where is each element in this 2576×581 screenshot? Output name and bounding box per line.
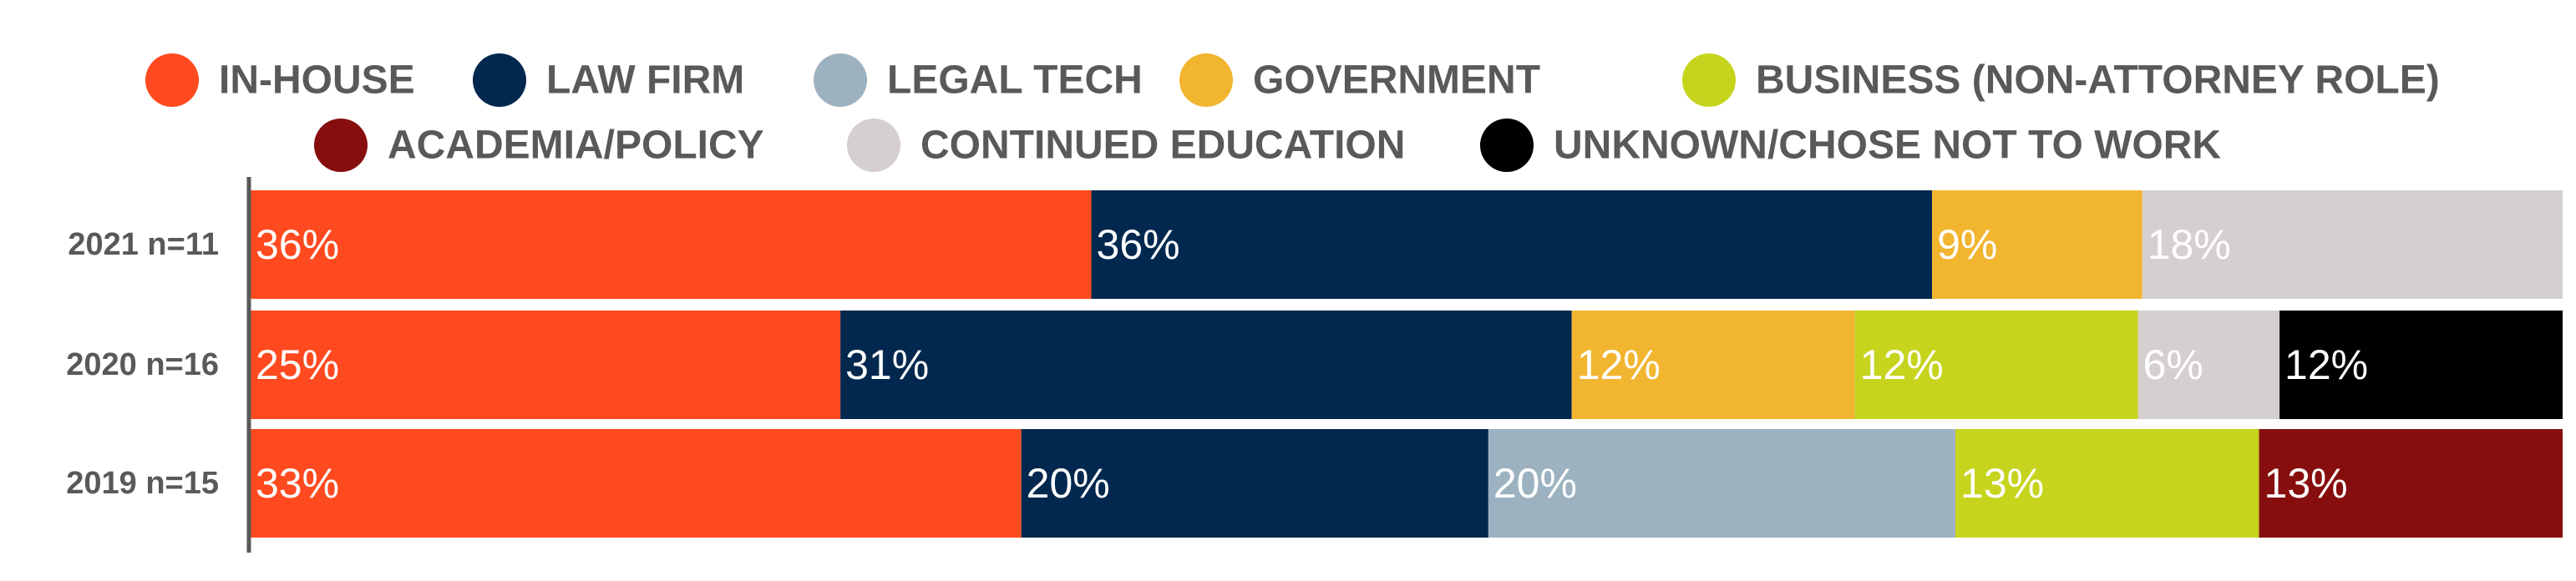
bar-segment-in-house-row-2: [251, 429, 1022, 538]
data-label-law-firm-row-1: 31%: [845, 341, 929, 388]
legend-label-government: GOVERNMENT: [1253, 58, 1540, 103]
legend-marker-government: [1179, 53, 1233, 107]
data-label-legal-tech-row-2: 20%: [1493, 460, 1577, 507]
bar-segment-business-non-attorney-role-row-2: [1955, 429, 2259, 538]
category-label-row-0: 2021 n=11: [68, 227, 219, 262]
bar-segment-academia-policy-row-2: [2259, 429, 2563, 538]
data-label-in-house-row-0: 36%: [256, 221, 339, 268]
bar-segment-law-firm-row-2: [1021, 429, 1488, 538]
data-label-business-non-attorney-role-row-1: 12%: [1860, 341, 1944, 388]
legend-label-academia-policy: ACADEMIA/POLICY: [388, 124, 764, 168]
legend: IN-HOUSE LAW FIRM LEGAL TECH GOVERNMENT BUSI…: [145, 53, 2440, 172]
bars: 36% 36% 9% 18% 25% 31% 12% 12% 6% 12% 33% 20% 20% 13%…: [251, 190, 2563, 538]
data-label-continued-education-row-1: 6%: [2143, 341, 2203, 388]
bar-segment-government-row-1: [1571, 311, 1855, 419]
row-labels: 2021 n=11 2020 n=16 2019 n=15: [66, 227, 219, 501]
legend-marker-in-house: [145, 53, 199, 107]
bar-segment-in-house-row-0: [251, 190, 1092, 299]
data-label-government-row-1: 12%: [1577, 341, 1661, 388]
legend-marker-business-non-attorney-role: [1682, 53, 1736, 107]
bar-segment-business-non-attorney-role-row-1: [1854, 311, 2138, 419]
legend-marker-academia-policy: [314, 119, 368, 172]
bar-segment-legal-tech-row-2: [1488, 429, 1956, 538]
bar-segment-government-row-0: [1932, 190, 2142, 299]
data-label-law-firm-row-2: 20%: [1027, 460, 1110, 507]
legend-marker-law-firm: [473, 53, 526, 107]
bar-segment-continued-education-row-1: [2137, 311, 2280, 419]
legend-marker-legal-tech: [814, 53, 867, 107]
legend-label-in-house: IN-HOUSE: [219, 58, 415, 103]
bar-segment-law-firm-row-1: [840, 311, 1572, 419]
legend-marker-unknown-chose-not-to-work: [1480, 119, 1534, 172]
bar-segment-in-house-row-1: [251, 311, 841, 419]
category-label-row-2: 2019 n=15: [66, 466, 219, 501]
data-label-in-house-row-2: 33%: [256, 460, 339, 507]
data-label-law-firm-row-0: 36%: [1097, 221, 1180, 268]
legend-label-law-firm: LAW FIRM: [546, 58, 744, 103]
bar-segment-law-firm-row-0: [1091, 190, 1933, 299]
data-label-business-non-attorney-role-row-2: 13%: [1960, 460, 2044, 507]
bar-segment-unknown-chose-not-to-work-row-1: [2279, 311, 2563, 419]
bar-segment-continued-education-row-0: [2142, 190, 2563, 299]
legend-label-business-non-attorney-role: BUSINESS (NON-ATTORNEY ROLE): [1756, 58, 2440, 103]
data-label-in-house-row-1: 25%: [256, 341, 339, 388]
data-label-continued-education-row-0: 18%: [2148, 221, 2231, 268]
legend-label-continued-education: CONTINUED EDUCATION: [920, 124, 1405, 168]
legend-marker-continued-education: [847, 119, 900, 172]
data-label-academia-policy-row-2: 13%: [2264, 460, 2348, 507]
legend-label-unknown-chose-not-to-work: UNKNOWN/CHOSE NOT TO WORK: [1554, 124, 2221, 168]
data-label-government-row-0: 9%: [1937, 221, 1997, 268]
data-label-unknown-chose-not-to-work-row-1: 12%: [2284, 341, 2368, 388]
legend-label-legal-tech: LEGAL TECH: [887, 58, 1143, 103]
category-label-row-1: 2020 n=16: [66, 347, 219, 382]
